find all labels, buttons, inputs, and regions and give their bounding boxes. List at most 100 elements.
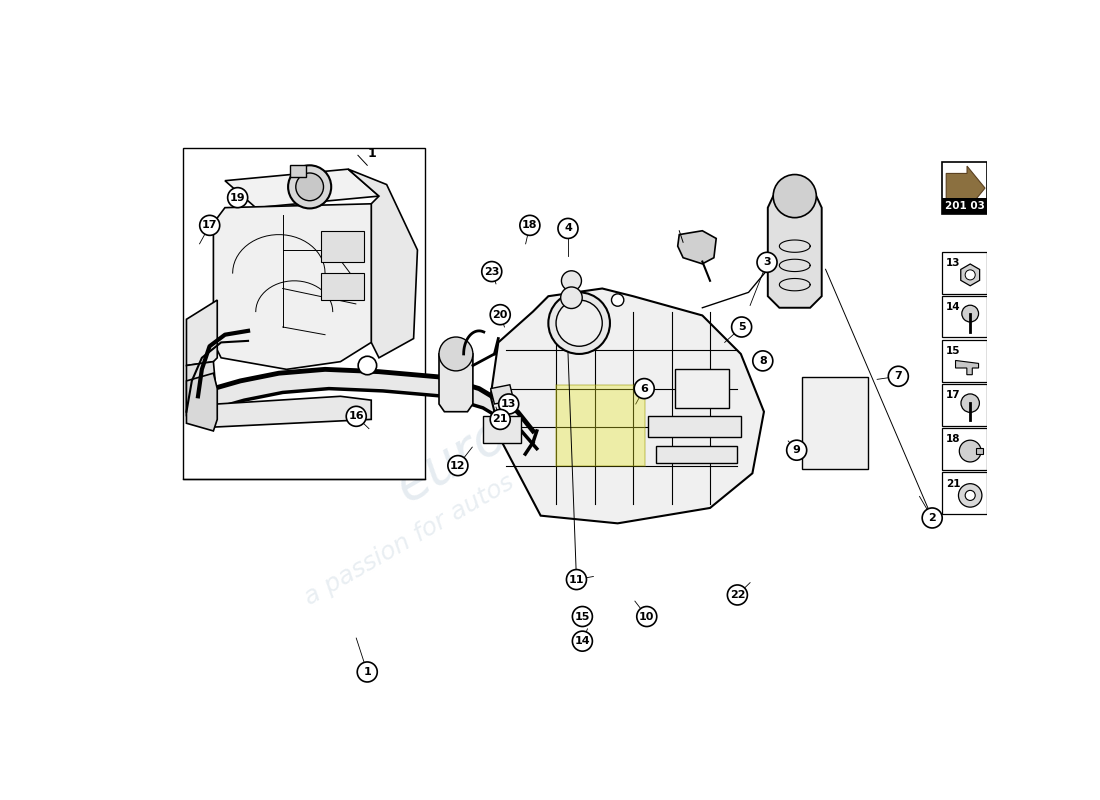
Circle shape [200, 215, 220, 235]
Circle shape [498, 394, 519, 414]
Circle shape [296, 173, 323, 201]
Bar [321, 230, 364, 262]
Text: 22: 22 [729, 590, 745, 600]
Text: 10: 10 [639, 611, 654, 622]
Circle shape [965, 270, 976, 280]
Text: 16: 16 [349, 411, 364, 422]
Polygon shape [213, 370, 537, 449]
Polygon shape [186, 300, 218, 366]
Text: 21: 21 [946, 478, 960, 489]
Polygon shape [768, 196, 822, 308]
Polygon shape [956, 361, 979, 374]
Circle shape [520, 215, 540, 235]
Text: 4: 4 [564, 223, 572, 234]
Polygon shape [348, 169, 418, 358]
Circle shape [491, 410, 510, 430]
Circle shape [358, 662, 377, 682]
Circle shape [439, 337, 473, 371]
Text: 15: 15 [946, 346, 960, 356]
Text: 6: 6 [640, 384, 648, 394]
Bar [803, 377, 868, 470]
Text: 3: 3 [763, 258, 771, 267]
Text: 13: 13 [946, 258, 960, 268]
Circle shape [635, 378, 654, 398]
Circle shape [561, 270, 582, 291]
Circle shape [482, 262, 502, 282]
Circle shape [612, 294, 624, 306]
Circle shape [549, 292, 609, 354]
Text: 8: 8 [759, 356, 767, 366]
Bar [943, 162, 988, 214]
Bar [943, 340, 988, 382]
Circle shape [359, 356, 376, 374]
Bar [943, 252, 988, 294]
Polygon shape [213, 396, 372, 427]
Text: 23: 23 [484, 266, 499, 277]
Bar [943, 295, 988, 338]
Text: 11: 11 [569, 574, 584, 585]
Polygon shape [224, 169, 378, 208]
Text: 18: 18 [946, 434, 960, 444]
Text: 2: 2 [928, 513, 936, 523]
Text: 21: 21 [493, 414, 508, 424]
Text: 201 03: 201 03 [945, 201, 984, 211]
Text: 18: 18 [522, 220, 538, 230]
Circle shape [566, 570, 586, 590]
Polygon shape [946, 166, 984, 210]
Circle shape [961, 394, 979, 412]
Bar [483, 415, 521, 442]
Text: 12: 12 [450, 461, 465, 470]
Circle shape [288, 166, 331, 209]
Circle shape [228, 188, 248, 208]
Circle shape [958, 484, 982, 507]
Circle shape [752, 351, 773, 371]
Text: a passion for autos since 1995: a passion for autos since 1995 [299, 398, 644, 610]
Polygon shape [186, 362, 218, 415]
Text: 14: 14 [946, 302, 960, 312]
Polygon shape [213, 204, 372, 370]
Circle shape [558, 218, 578, 238]
Text: euroParts: euroParts [387, 341, 632, 513]
Text: 15: 15 [574, 611, 590, 622]
Circle shape [922, 508, 943, 528]
Circle shape [346, 406, 366, 426]
Circle shape [786, 440, 806, 460]
Circle shape [965, 490, 976, 501]
Text: 7: 7 [894, 371, 902, 382]
Text: 9: 9 [793, 445, 801, 455]
Bar [943, 198, 988, 214]
Polygon shape [960, 264, 980, 286]
Bar [183, 148, 425, 479]
Circle shape [572, 631, 593, 651]
Bar [943, 384, 988, 426]
Circle shape [561, 287, 582, 309]
Circle shape [448, 455, 468, 476]
Circle shape [491, 305, 510, 325]
Bar [943, 472, 988, 514]
Bar [649, 415, 741, 437]
Polygon shape [439, 354, 473, 412]
Polygon shape [491, 385, 514, 404]
Bar [321, 273, 364, 300]
Polygon shape [678, 230, 716, 264]
Circle shape [637, 606, 657, 626]
Bar [290, 166, 306, 177]
Circle shape [959, 440, 981, 462]
Bar [656, 446, 737, 463]
Circle shape [889, 366, 909, 386]
Text: 17: 17 [946, 390, 960, 401]
Bar [556, 385, 645, 466]
Polygon shape [491, 289, 763, 523]
Text: 1: 1 [367, 147, 376, 160]
Text: 14: 14 [574, 636, 591, 646]
Bar [943, 428, 988, 470]
Text: 20: 20 [493, 310, 508, 320]
Text: 17: 17 [202, 220, 218, 230]
Text: 13: 13 [500, 399, 516, 409]
Text: 1: 1 [363, 667, 371, 677]
Circle shape [961, 306, 979, 322]
Bar [675, 370, 729, 408]
Circle shape [757, 252, 777, 272]
Circle shape [727, 585, 747, 605]
Circle shape [732, 317, 751, 337]
